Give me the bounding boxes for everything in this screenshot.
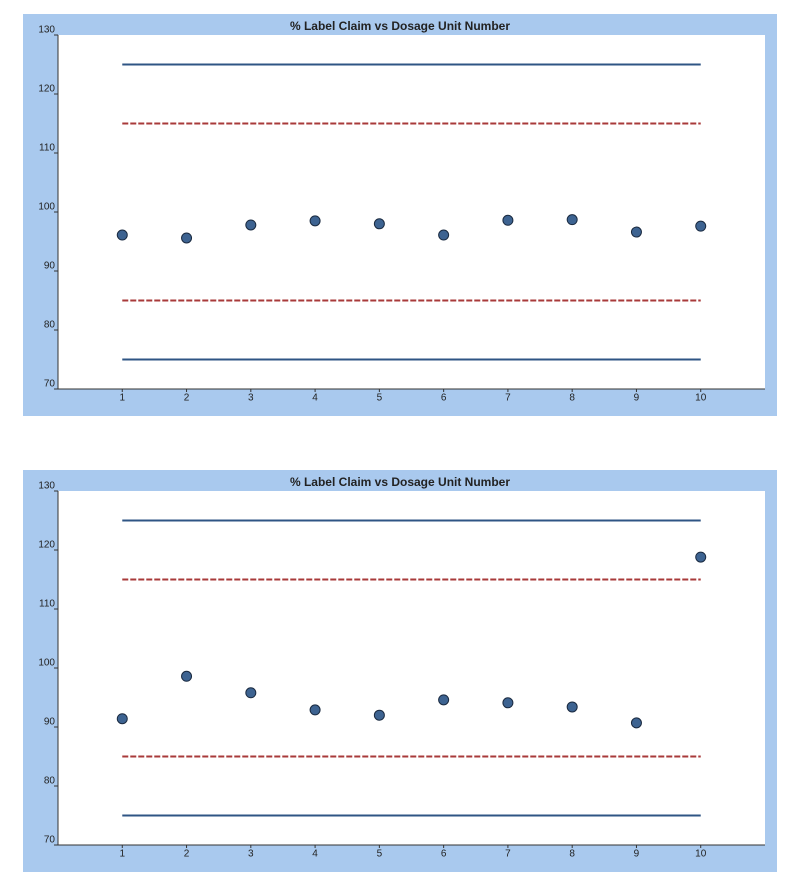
y-tick-label: 70: [44, 379, 56, 390]
x-tick-label: 9: [634, 393, 640, 404]
chart-title: % Label Claim vs Dosage Unit Number: [290, 19, 510, 33]
point: [566, 701, 578, 713]
x-tick-label: 3: [248, 849, 254, 860]
point: [373, 709, 385, 721]
point: [630, 226, 642, 238]
x-tick-label: 5: [377, 393, 383, 404]
x-tick-label: 9: [634, 849, 640, 860]
point: [245, 219, 257, 231]
x-tick-label: 2: [184, 849, 190, 860]
plot-area: [58, 491, 765, 845]
y-tick-label: 90: [44, 717, 56, 728]
point: [181, 670, 193, 682]
point: [502, 697, 514, 709]
x-tick-label: 8: [569, 393, 575, 404]
y-tick-label: 100: [38, 658, 55, 669]
point: [245, 687, 257, 699]
point: [438, 694, 450, 706]
point: [181, 232, 193, 244]
chart-title: % Label Claim vs Dosage Unit Number: [290, 475, 510, 489]
x-tick-label: 7: [505, 849, 511, 860]
point: [438, 229, 450, 241]
x-tick-label: 8: [569, 849, 575, 860]
y-tick-label: 130: [38, 481, 55, 492]
plot-area: [58, 35, 765, 389]
y-tick-label: 80: [44, 320, 56, 331]
y-tick-label: 120: [38, 540, 55, 551]
x-tick-label: 4: [312, 393, 318, 404]
x-tick-label: 10: [695, 393, 707, 404]
x-tick-label: 2: [184, 393, 190, 404]
x-tick-label: 7: [505, 393, 511, 404]
x-tick-label: 4: [312, 849, 318, 860]
point: [630, 717, 642, 729]
y-tick-label: 70: [44, 835, 56, 846]
x-tick-label: 6: [441, 393, 447, 404]
y-tick-label: 130: [38, 25, 55, 36]
point: [373, 218, 385, 230]
x-tick-label: 1: [119, 393, 125, 404]
x-tick-label: 6: [441, 849, 447, 860]
y-tick-label: 80: [44, 776, 56, 787]
x-tick-label: 10: [695, 849, 707, 860]
y-tick-label: 110: [39, 143, 55, 154]
point: [566, 214, 578, 226]
x-tick-label: 1: [119, 849, 125, 860]
y-tick-label: 90: [44, 261, 56, 272]
point: [309, 704, 321, 716]
y-tick-label: 110: [39, 599, 55, 610]
x-tick-label: 5: [377, 849, 383, 860]
point: [695, 551, 707, 563]
y-tick-label: 120: [38, 84, 55, 95]
point: [309, 215, 321, 227]
x-tick-label: 3: [248, 393, 254, 404]
point: [116, 713, 128, 725]
point: [502, 214, 514, 226]
y-tick-label: 100: [38, 202, 55, 213]
point: [695, 220, 707, 232]
point: [116, 229, 128, 241]
